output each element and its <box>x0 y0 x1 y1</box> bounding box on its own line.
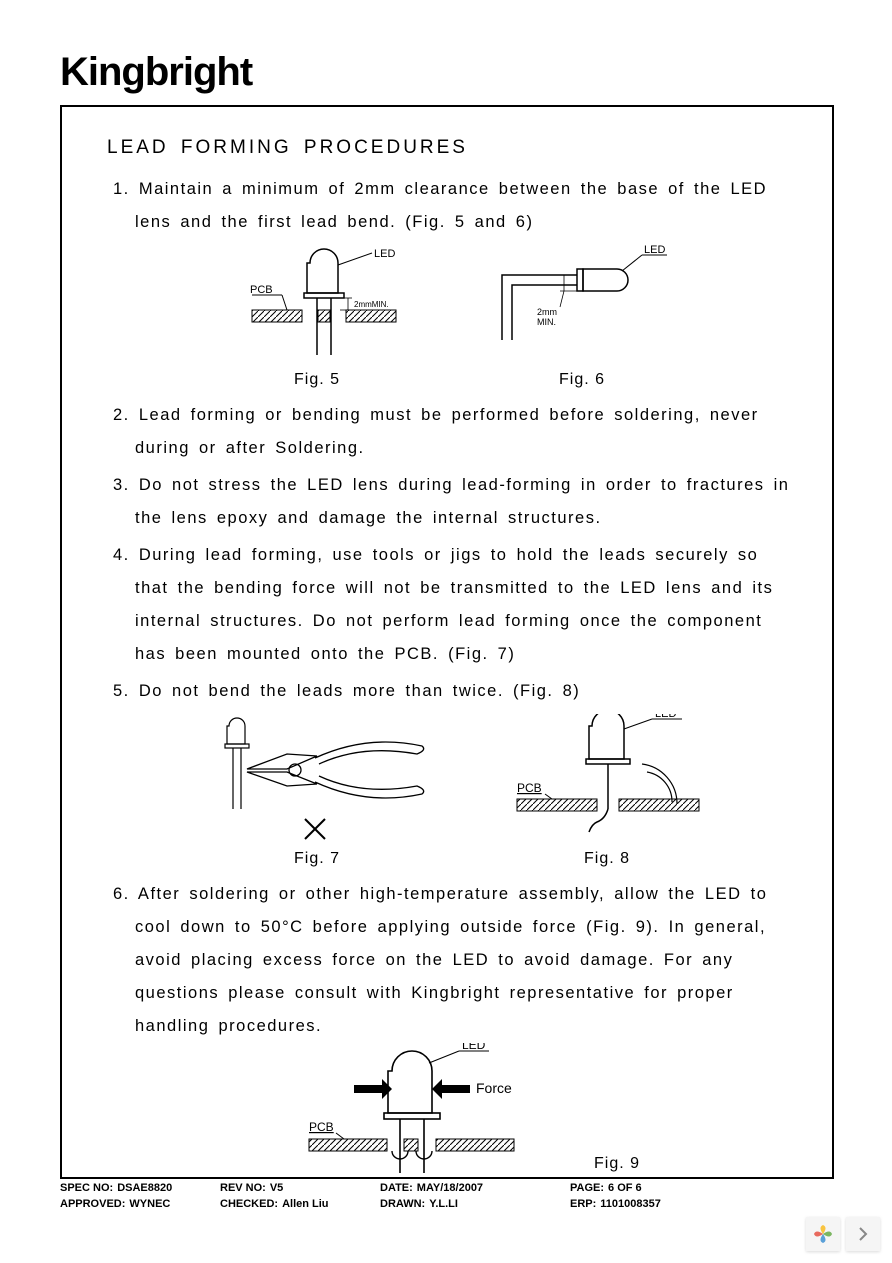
fig9-pcb-label: PCB <box>309 1120 334 1134</box>
list-item: 1. Maintain a minimum of 2mm clearance b… <box>107 173 797 239</box>
footer-row-1: SPEC NO: DSAE8820 REV NO: V5 DATE: MAY/18/2… <box>60 1182 830 1194</box>
approved-label: APPROVED: <box>60 1198 125 1210</box>
spec-no-value: DSAE8820 <box>117 1182 172 1194</box>
figure-9-svg: LED Force PCB <box>264 1043 564 1183</box>
spec-no-label: SPEC NO: <box>60 1182 113 1194</box>
next-page-button[interactable] <box>846 1217 880 1251</box>
figure-6: LED 2mm MIN. Fig. 6 <box>482 245 682 389</box>
item-text: 3. Do not stress the LED lens during lea… <box>107 469 797 535</box>
list-item: 4. During lead forming, use tools or jig… <box>107 539 797 671</box>
checked-value: Allen Liu <box>282 1198 328 1210</box>
chevron-right-icon <box>858 1227 868 1241</box>
fig8-pcb-label: PCB <box>517 781 542 795</box>
content-frame: LEAD FORMING PROCEDURES 1. Maintain a mi… <box>60 105 834 1179</box>
fig9-caption: Fig. 9 <box>594 1155 640 1173</box>
rev-no-label: REV NO: <box>220 1182 266 1194</box>
fig6-dim1-label: 2mm <box>537 307 557 317</box>
footer-row-2: APPROVED: WYNEC CHECKED: Allen Liu DRAWN: Y… <box>60 1198 830 1210</box>
rev-no-value: V5 <box>270 1182 283 1194</box>
fig5-dim-label: 2mmMIN. <box>354 300 389 309</box>
fig8-caption: Fig. 8 <box>584 850 630 868</box>
item-text: 6. After soldering or other high-tempera… <box>107 878 797 1043</box>
footer: SPEC NO: DSAE8820 REV NO: V5 DATE: MAY/18/2… <box>60 1182 830 1214</box>
figure-row-7-8: Fig. 7 <box>107 714 797 868</box>
drawn-label: DRAWN: <box>380 1198 425 1210</box>
fig6-caption: Fig. 6 <box>559 371 605 389</box>
leaf-icon <box>812 1223 834 1245</box>
fig6-led-label: LED <box>644 245 665 256</box>
figure-8-svg: LED PCB <box>497 714 717 844</box>
section-title: LEAD FORMING PROCEDURES <box>107 137 797 159</box>
figure-5: LED PCB 2mmMIN. Fig. 5 <box>222 245 412 389</box>
figure-row-5-6: LED PCB 2mmMIN. Fig. 5 <box>107 245 797 389</box>
date-label: DATE: <box>380 1182 413 1194</box>
figure-8: LED PCB Fig. 8 <box>497 714 717 868</box>
figure-row-9: LED Force PCB Fig. 9 <box>107 1043 797 1183</box>
item-text: 2. Lead forming or bending must be perfo… <box>107 399 797 465</box>
item-text: 1. Maintain a minimum of 2mm clearance b… <box>107 173 797 239</box>
list-item: 5. Do not bend the leads more than twice… <box>107 675 797 708</box>
fig9-force-label: Force <box>476 1080 512 1096</box>
svg-text:LED: LED <box>655 714 676 720</box>
figure-7: Fig. 7 <box>187 714 447 868</box>
page: Kingbright LEAD FORMING PROCEDURES 1. Ma… <box>0 0 892 1263</box>
approved-value: WYNEC <box>129 1198 170 1210</box>
page-label: PAGE: <box>570 1182 604 1194</box>
drawn-value: Y.L.LI <box>429 1198 458 1210</box>
figure-9: LED Force PCB Fig. 9 <box>264 1043 640 1183</box>
erp-label: ERP: <box>570 1198 596 1210</box>
checked-label: CHECKED: <box>220 1198 278 1210</box>
item-text: 4. During lead forming, use tools or jig… <box>107 539 797 671</box>
figure-7-svg <box>187 714 447 844</box>
item-text: 5. Do not bend the leads more than twice… <box>107 675 797 708</box>
corner-nav <box>806 1217 880 1251</box>
list-item: 6. After soldering or other high-tempera… <box>107 878 797 1043</box>
fig6-dim2-label: MIN. <box>537 317 556 327</box>
fig9-led-label: LED <box>462 1043 486 1052</box>
fig5-caption: Fig. 5 <box>294 371 340 389</box>
page-value: 6 OF 6 <box>608 1182 642 1194</box>
fig7-caption: Fig. 7 <box>294 850 340 868</box>
figure-5-svg: LED PCB 2mmMIN. <box>222 245 412 365</box>
content-area: LEAD FORMING PROCEDURES 1. Maintain a mi… <box>62 107 832 1203</box>
fig5-pcb-label: PCB <box>250 284 273 296</box>
date-value: MAY/18/2007 <box>417 1182 483 1194</box>
erp-value: 1101008357 <box>600 1198 661 1210</box>
fig5-led-label: LED <box>374 248 395 260</box>
brand-logo: Kingbright <box>60 50 252 95</box>
list-item: 3. Do not stress the LED lens during lea… <box>107 469 797 535</box>
list-item: 2. Lead forming or bending must be perfo… <box>107 399 797 465</box>
corner-logo-button[interactable] <box>806 1217 840 1251</box>
figure-6-svg: LED 2mm MIN. <box>482 245 682 365</box>
